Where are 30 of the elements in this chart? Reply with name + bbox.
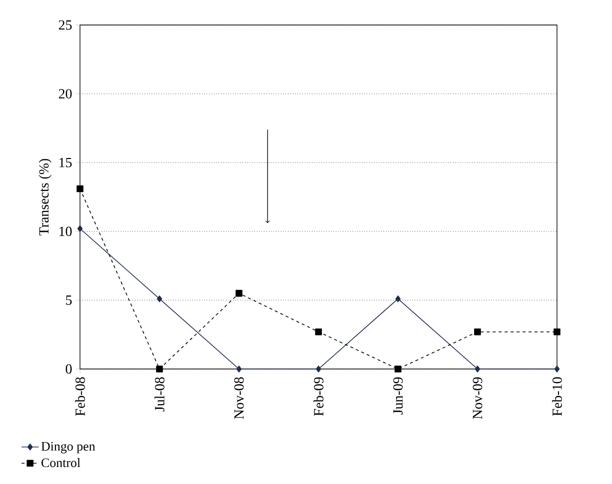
point	[474, 366, 480, 372]
point	[394, 366, 402, 372]
legend-label: Dingo pen	[41, 442, 96, 454]
y-tick-label: 20	[58, 89, 72, 99]
point	[474, 328, 481, 336]
point	[156, 366, 163, 372]
point	[315, 328, 322, 336]
point	[236, 290, 242, 297]
point	[395, 295, 401, 302]
point	[77, 225, 83, 232]
x-tick-label: Jul-08	[154, 377, 164, 412]
point	[554, 366, 560, 372]
point	[76, 185, 84, 192]
point	[554, 328, 560, 336]
y-tick-label: 5	[66, 296, 72, 305]
point	[236, 366, 242, 372]
point	[156, 295, 162, 302]
x-tick-label: Nov-09	[472, 377, 482, 419]
y-tick-label: 15	[60, 158, 72, 168]
y-tick-label: 0	[66, 364, 72, 374]
x-tick-label: Nov-08	[234, 377, 244, 419]
x-tick-label: Jun-09	[393, 377, 403, 414]
x-tick-label: Feb-09	[314, 377, 324, 416]
point	[316, 366, 322, 372]
x-tick-label: Feb-10	[552, 377, 562, 416]
y-tick-label: 10	[60, 226, 72, 236]
legend-label: Control	[42, 458, 80, 468]
x-tick-label: Feb-08	[75, 377, 85, 416]
y-tick-label: 25	[58, 20, 72, 30]
y-axis-title: Transects (%)	[38, 158, 52, 236]
